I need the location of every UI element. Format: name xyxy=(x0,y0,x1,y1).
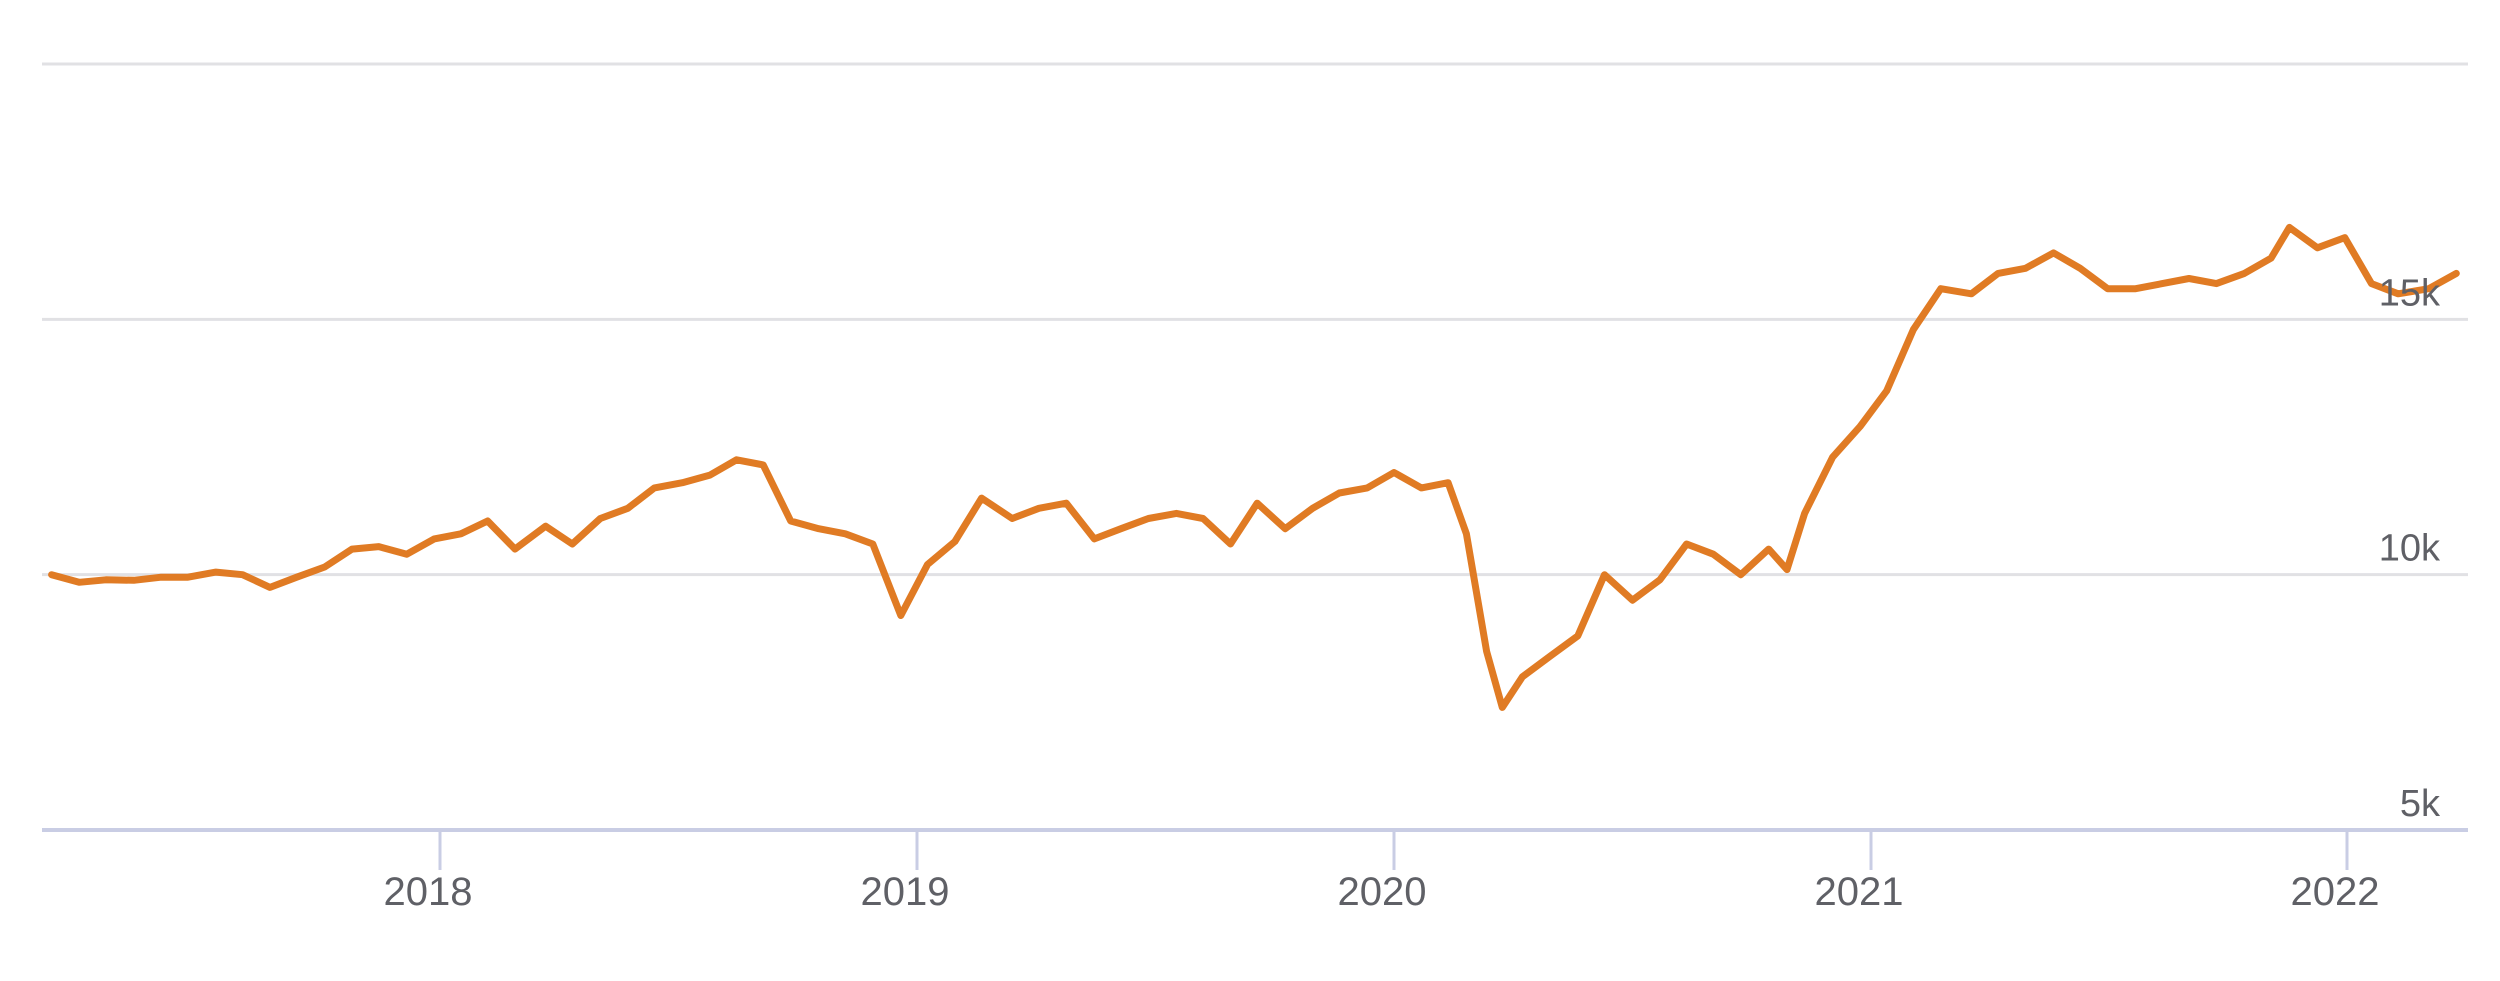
x-tick-label-2022: 2022 xyxy=(2291,870,2380,914)
x-tick-label-2019: 2019 xyxy=(861,870,950,914)
x-tick-label-2021: 2021 xyxy=(1815,870,1904,914)
series-layer xyxy=(48,223,2460,711)
x-tick-label-2018: 2018 xyxy=(384,870,473,914)
y-tick-label-15k: 15k xyxy=(2379,272,2441,314)
y-tick-label-10k: 10k xyxy=(2379,528,2441,570)
y-axis-labels: 5k 10k 15k xyxy=(2379,272,2441,825)
y-tick-label-5k: 5k xyxy=(2400,783,2441,825)
x-axis: 2018 2019 2020 2021 2022 xyxy=(42,828,2468,914)
series-line-0 xyxy=(48,223,2460,711)
x-tick-label-2020: 2020 xyxy=(1338,870,1427,914)
grid-lines xyxy=(42,62,2468,577)
